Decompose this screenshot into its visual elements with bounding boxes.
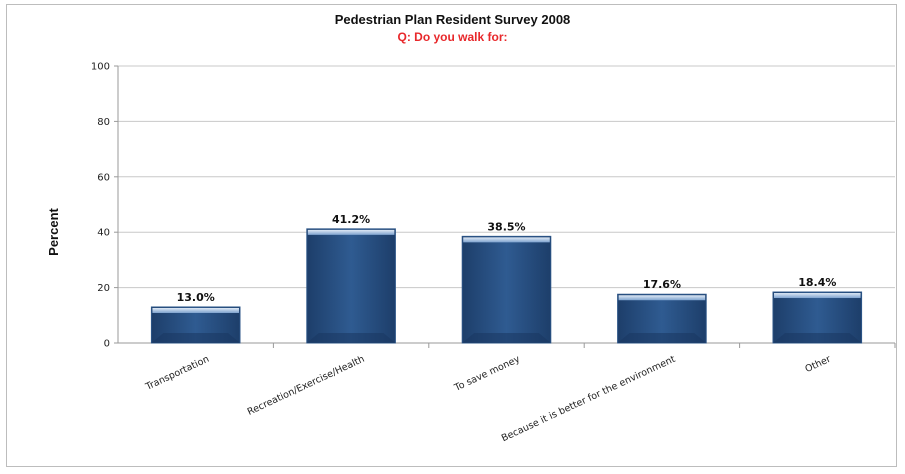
chart-frame bbox=[6, 4, 897, 467]
y-tick-label: 0 bbox=[104, 339, 110, 350]
bar-cap bbox=[463, 237, 550, 243]
x-category-label: To save money bbox=[452, 354, 522, 394]
y-tick-label: 80 bbox=[97, 117, 110, 128]
y-tick-label: 100 bbox=[91, 62, 110, 73]
bar-bevel bbox=[462, 333, 551, 343]
data-label: 41.2% bbox=[332, 213, 370, 226]
bar bbox=[461, 235, 552, 344]
bar-bevel bbox=[773, 333, 862, 343]
data-label: 38.5% bbox=[487, 220, 525, 233]
x-category-label: Because it is better for the environment bbox=[500, 354, 678, 445]
y-tick-label: 60 bbox=[97, 172, 110, 183]
bar-bevel bbox=[617, 333, 707, 343]
bar-cap bbox=[618, 295, 706, 301]
bar-cap bbox=[307, 229, 395, 235]
chart-title: Pedestrian Plan Resident Survey 2008 bbox=[334, 12, 571, 27]
bar-cap bbox=[152, 307, 239, 313]
bar-cap bbox=[774, 293, 861, 299]
data-label: 18.4% bbox=[798, 276, 836, 289]
chart-subtitle: Q: Do you walk for: bbox=[397, 30, 508, 44]
bar-bevel bbox=[151, 333, 240, 343]
y-tick-label: 20 bbox=[97, 283, 110, 294]
x-category-label: Transportation bbox=[143, 354, 211, 393]
bar bbox=[306, 228, 396, 344]
data-label: 13.0% bbox=[177, 291, 215, 304]
data-label: 17.6% bbox=[643, 278, 681, 291]
x-category-label: Other bbox=[803, 354, 832, 375]
y-axis-label: Percent bbox=[46, 207, 61, 255]
x-category-label: Recreation/Exercise/Health bbox=[246, 354, 367, 418]
bar-bevel bbox=[306, 333, 396, 343]
y-tick-label: 40 bbox=[97, 228, 110, 239]
